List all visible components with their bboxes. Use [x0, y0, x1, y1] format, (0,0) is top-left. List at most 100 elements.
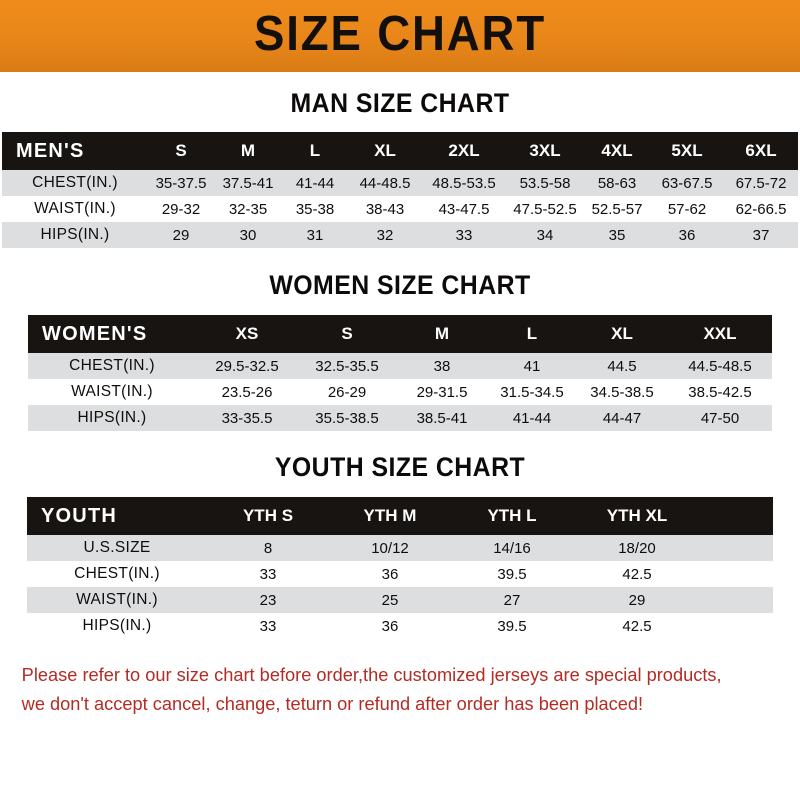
men-cell: 37 [724, 222, 798, 248]
men-table-body: MEN'S S M L XL 2XL 3XL 4XL 5XL 6XL CHEST… [2, 132, 798, 248]
man-section-title: MAN SIZE CHART [290, 88, 510, 118]
youth-cell: 23 [207, 587, 329, 613]
men-cell: 41-44 [282, 170, 348, 196]
youth-cell: 33 [207, 561, 329, 587]
men-cell: 30 [214, 222, 282, 248]
youth-row-label: WAIST(IN.) [27, 587, 207, 613]
men-cell: 47.5-52.5 [506, 196, 584, 222]
banner: SIZE CHART [0, 0, 800, 72]
women-section-title: WOMEN SIZE CHART [269, 270, 531, 300]
youth-cell-empty [701, 535, 773, 561]
women-header-row: WOMEN'S XS S M L XL XXL [28, 315, 772, 353]
youth-row-label: U.S.SIZE [27, 535, 207, 561]
men-col-header: 6XL [724, 132, 798, 170]
youth-cell: 14/16 [451, 535, 573, 561]
table-row: CHEST(IN.) 33 36 39.5 42.5 [27, 561, 773, 587]
women-col-header: XL [576, 315, 668, 353]
women-row-label: CHEST(IN.) [28, 353, 196, 379]
women-col-header: XS [196, 315, 298, 353]
women-cell: 38.5-42.5 [668, 379, 772, 405]
women-cell: 31.5-34.5 [488, 379, 576, 405]
youth-cell: 42.5 [573, 561, 701, 587]
youth-header-spacer [701, 497, 773, 535]
banner-title: SIZE CHART [253, 6, 547, 61]
youth-cell: 36 [329, 561, 451, 587]
table-row: U.S.SIZE 8 10/12 14/16 18/20 [27, 535, 773, 561]
women-cell: 29-31.5 [396, 379, 488, 405]
footer-note-line-2: we don't accept cancel, change, teturn o… [21, 692, 644, 714]
youth-cell-empty [701, 613, 773, 639]
women-cell: 41 [488, 353, 576, 379]
men-row-label: WAIST(IN.) [2, 196, 148, 222]
women-header-label: WOMEN'S [28, 315, 196, 353]
youth-row-label: CHEST(IN.) [27, 561, 207, 587]
women-col-header: L [488, 315, 576, 353]
women-cell: 38 [396, 353, 488, 379]
youth-cell-empty [701, 561, 773, 587]
men-col-header: 3XL [506, 132, 584, 170]
men-cell: 57-62 [650, 196, 724, 222]
women-cell: 44-47 [576, 405, 668, 431]
youth-table-body: YOUTH YTH S YTH M YTH L YTH XL U.S.SIZE … [27, 497, 773, 639]
women-cell: 26-29 [298, 379, 396, 405]
youth-cell: 36 [329, 613, 451, 639]
men-cell: 32-35 [214, 196, 282, 222]
men-col-header: 5XL [650, 132, 724, 170]
women-table-body: WOMEN'S XS S M L XL XXL CHEST(IN.) 29.5-… [28, 315, 772, 431]
youth-size-table: YOUTH YTH S YTH M YTH L YTH XL U.S.SIZE … [27, 497, 773, 639]
women-cell: 32.5-35.5 [298, 353, 396, 379]
youth-cell: 39.5 [451, 613, 573, 639]
men-cell: 34 [506, 222, 584, 248]
youth-col-header: YTH M [329, 497, 451, 535]
men-cell: 63-67.5 [650, 170, 724, 196]
women-cell: 44.5 [576, 353, 668, 379]
women-cell: 29.5-32.5 [196, 353, 298, 379]
women-col-header: S [298, 315, 396, 353]
women-col-header: M [396, 315, 488, 353]
men-col-header: XL [348, 132, 422, 170]
women-row-label: WAIST(IN.) [28, 379, 196, 405]
women-cell: 23.5-26 [196, 379, 298, 405]
men-cell: 43-47.5 [422, 196, 506, 222]
women-cell: 44.5-48.5 [668, 353, 772, 379]
men-header-label: MEN'S [2, 132, 148, 170]
men-cell: 67.5-72 [724, 170, 798, 196]
men-cell: 52.5-57 [584, 196, 650, 222]
men-cell: 32 [348, 222, 422, 248]
men-size-table: MEN'S S M L XL 2XL 3XL 4XL 5XL 6XL CHEST… [2, 132, 798, 248]
men-col-header: L [282, 132, 348, 170]
men-col-header: S [148, 132, 214, 170]
youth-section-title: YOUTH SIZE CHART [274, 452, 526, 482]
youth-row-label: HIPS(IN.) [27, 613, 207, 639]
youth-cell-empty [701, 587, 773, 613]
youth-header-label: YOUTH [27, 497, 207, 535]
youth-cell: 10/12 [329, 535, 451, 561]
youth-col-header: YTH L [451, 497, 573, 535]
men-cell: 35-38 [282, 196, 348, 222]
table-row: HIPS(IN.) 33 36 39.5 42.5 [27, 613, 773, 639]
youth-cell: 33 [207, 613, 329, 639]
men-col-header: M [214, 132, 282, 170]
youth-header-row: YOUTH YTH S YTH M YTH L YTH XL [27, 497, 773, 535]
men-row-label: HIPS(IN.) [2, 222, 148, 248]
table-row: HIPS(IN.) 33-35.5 35.5-38.5 38.5-41 41-4… [28, 405, 772, 431]
youth-col-header: YTH S [207, 497, 329, 535]
women-cell: 47-50 [668, 405, 772, 431]
youth-col-header: YTH XL [573, 497, 701, 535]
men-cell: 48.5-53.5 [422, 170, 506, 196]
men-cell: 58-63 [584, 170, 650, 196]
youth-cell: 25 [329, 587, 451, 613]
footer-note: Please refer to our size chart before or… [0, 661, 788, 718]
men-cell: 35-37.5 [148, 170, 214, 196]
women-col-header: XXL [668, 315, 772, 353]
table-row: HIPS(IN.) 29 30 31 32 33 34 35 36 37 [2, 222, 798, 248]
men-cell: 53.5-58 [506, 170, 584, 196]
men-cell: 37.5-41 [214, 170, 282, 196]
men-cell: 62-66.5 [724, 196, 798, 222]
men-row-label: CHEST(IN.) [2, 170, 148, 196]
men-cell: 33 [422, 222, 506, 248]
table-row: CHEST(IN.) 29.5-32.5 32.5-35.5 38 41 44.… [28, 353, 772, 379]
women-cell: 38.5-41 [396, 405, 488, 431]
table-row: WAIST(IN.) 29-32 32-35 35-38 38-43 43-47… [2, 196, 798, 222]
women-cell: 33-35.5 [196, 405, 298, 431]
